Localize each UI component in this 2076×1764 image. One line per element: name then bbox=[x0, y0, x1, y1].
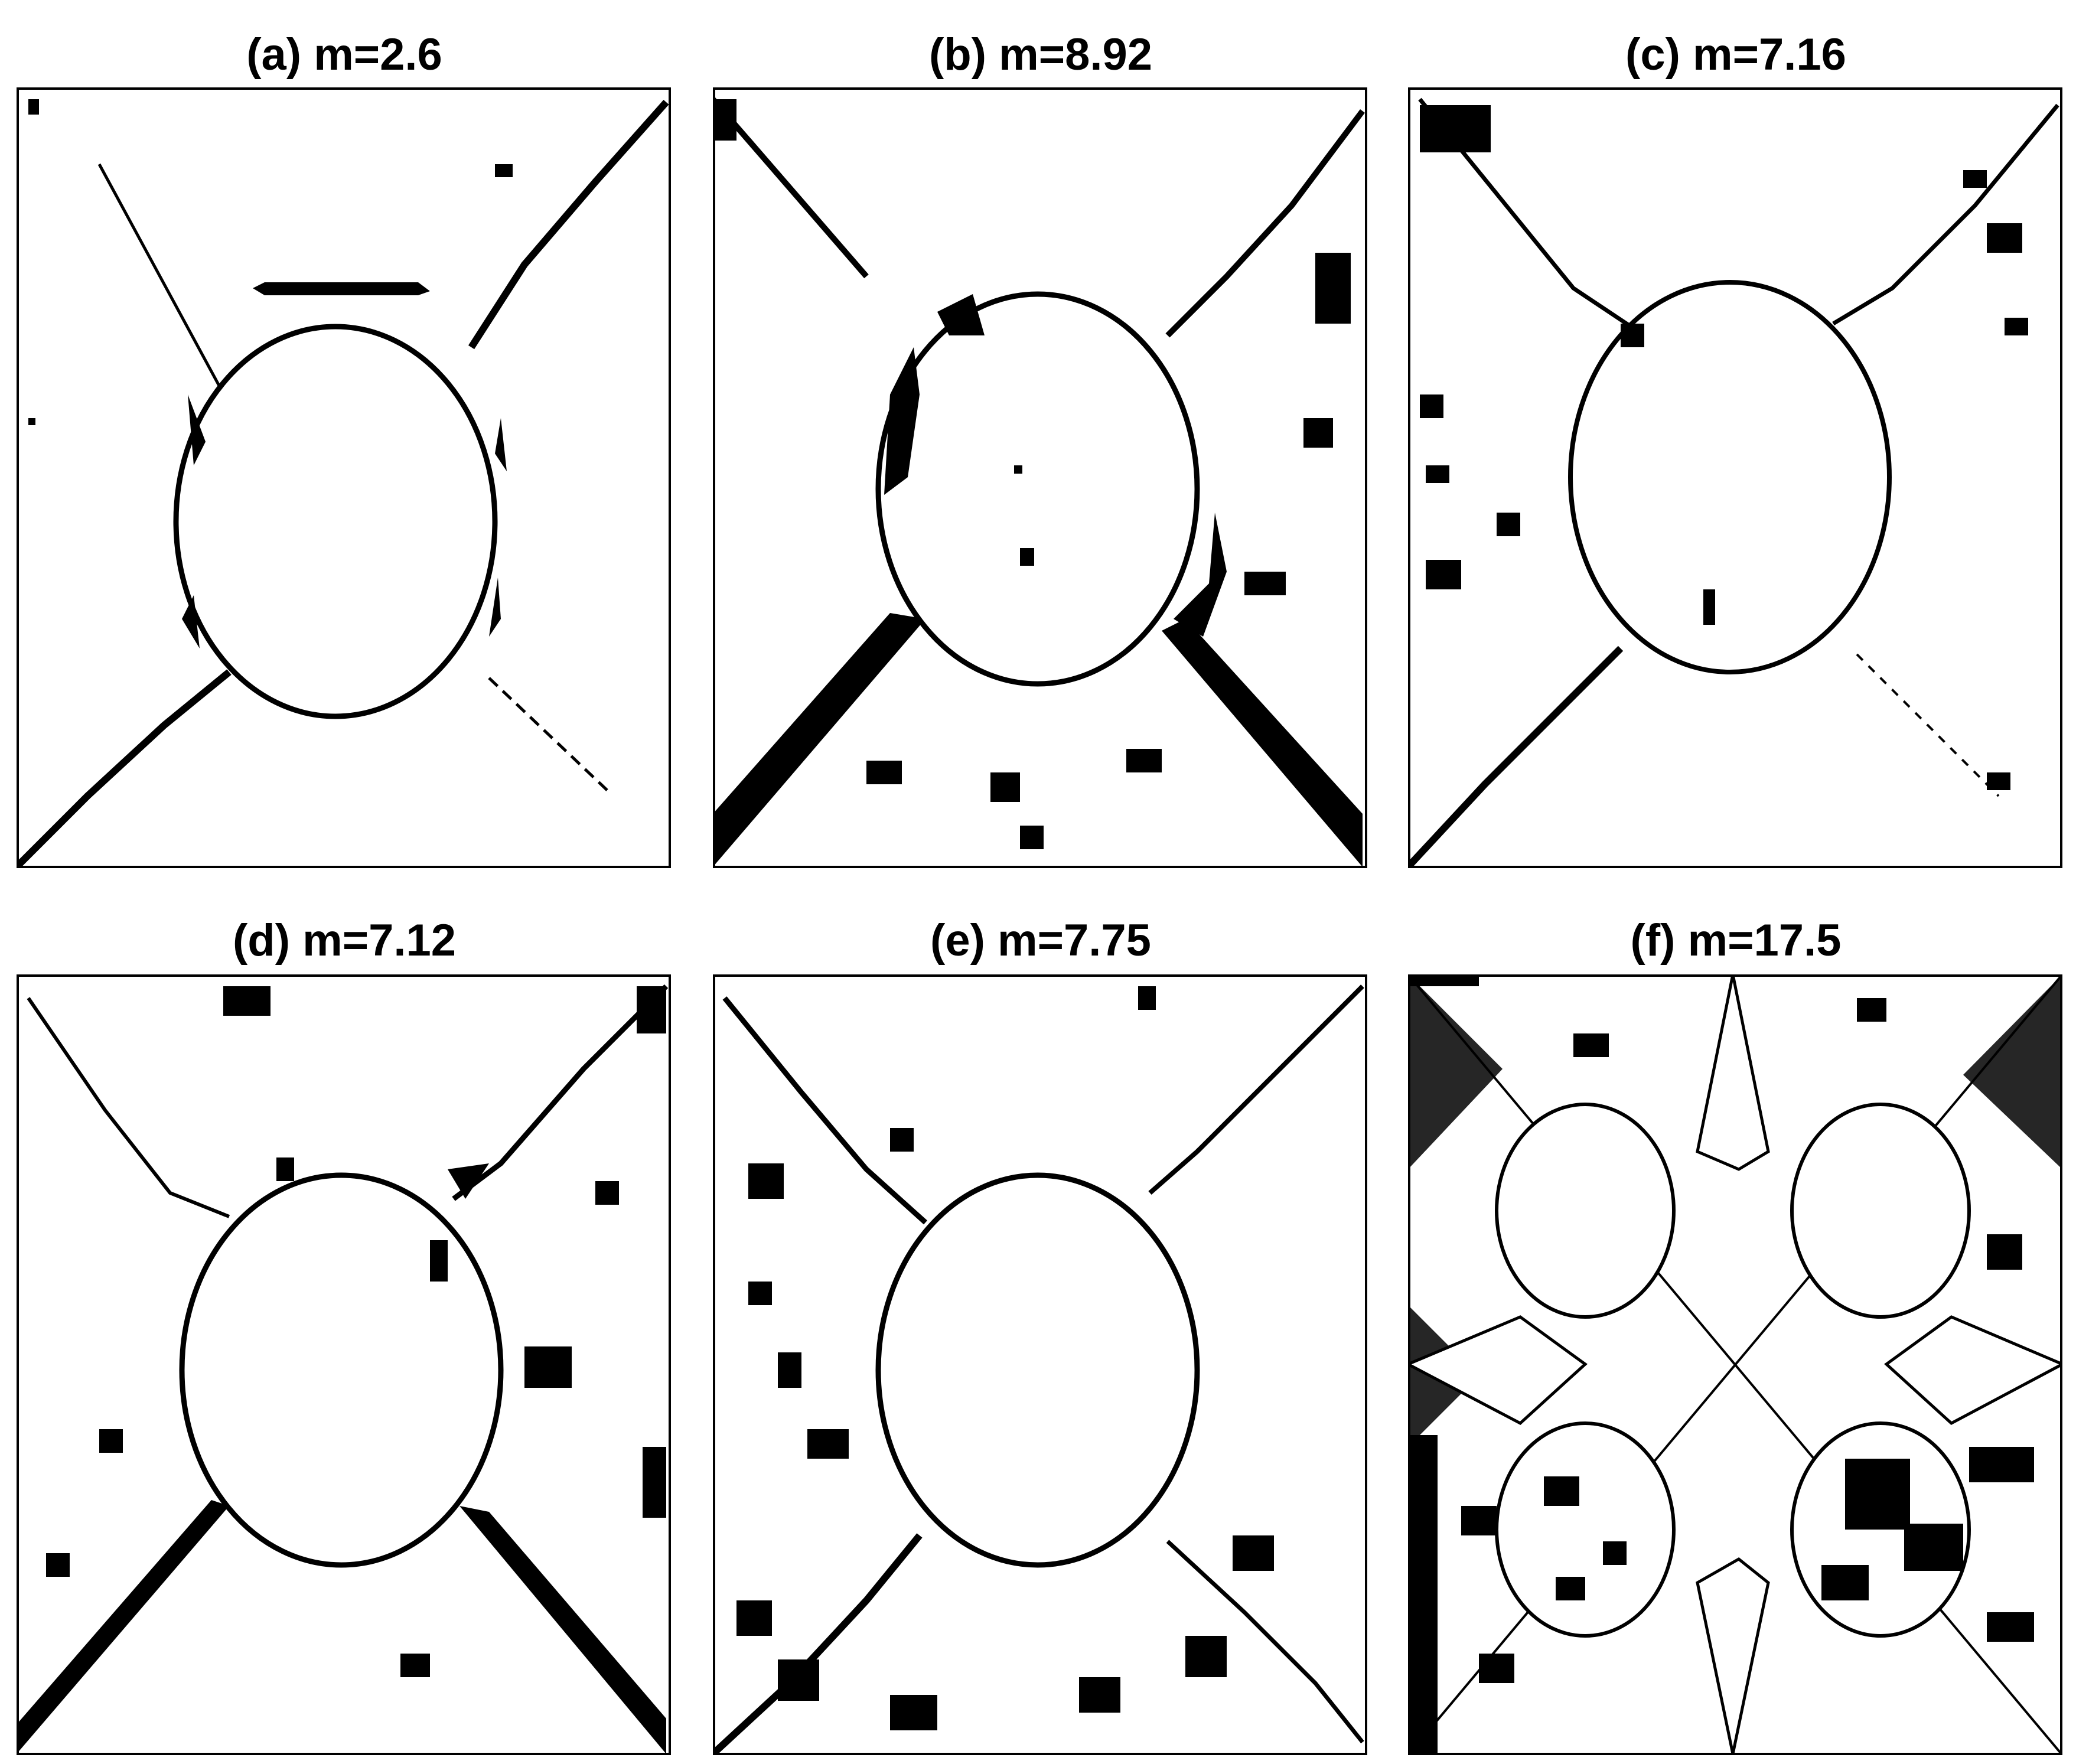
panel-f bbox=[1408, 974, 2062, 1755]
panel-b bbox=[713, 87, 1367, 868]
panel-a-image bbox=[17, 87, 671, 868]
panel-a bbox=[17, 87, 671, 868]
panel-d-image bbox=[17, 974, 671, 1755]
panel-c bbox=[1408, 87, 2062, 868]
panel-c-image bbox=[1408, 87, 2062, 868]
panel-e-title: (e) m=7.75 bbox=[930, 915, 1151, 966]
panel-b-image bbox=[713, 87, 1367, 868]
panel-e bbox=[713, 974, 1367, 1755]
panel-d bbox=[17, 974, 671, 1755]
panel-f-title: (f) m=17.5 bbox=[1630, 915, 1842, 966]
panel-d-title: (d) m=7.12 bbox=[232, 915, 457, 966]
panel-a-title: (a) m=2.6 bbox=[246, 30, 442, 80]
panel-c-title: (c) m=7.16 bbox=[1625, 30, 1846, 80]
panel-f-image bbox=[1408, 974, 2062, 1755]
panel-e-image bbox=[713, 974, 1367, 1755]
panel-b-title: (b) m=8.92 bbox=[928, 30, 1153, 80]
